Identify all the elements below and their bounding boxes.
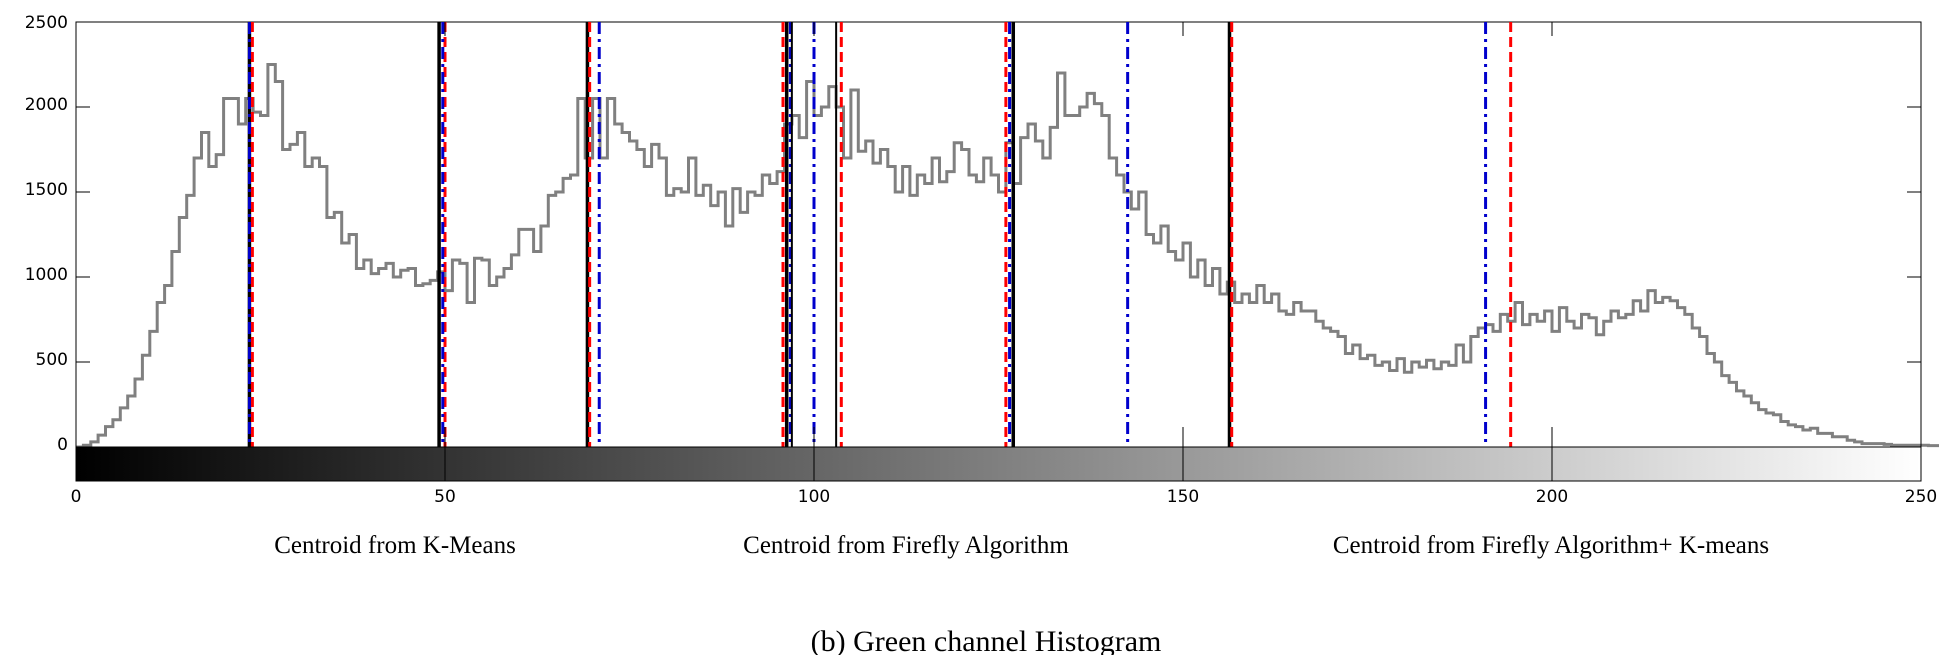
x-tick-label: 50: [434, 487, 456, 507]
legend-firefly-label: Centroid from Firefly Algorithm: [743, 532, 1069, 559]
y-tick-label: 2500: [25, 13, 68, 33]
y-tick-label: 2000: [25, 95, 68, 115]
y-tick-label: 0: [57, 435, 68, 455]
axis-ticks: [75, 21, 1922, 481]
x-tick-label: 200: [1536, 487, 1568, 507]
histogram-layer: [76, 63, 1939, 449]
grayscale-colorbar: [75, 446, 1922, 482]
y-tick-label: 500: [36, 350, 68, 370]
x-tick-label: 150: [1167, 487, 1199, 507]
y-tick-label: 1000: [25, 265, 68, 285]
figure-caption: (b) Green channel Histogram: [811, 625, 1162, 655]
plot-area: [75, 21, 1922, 448]
x-tick-label: 250: [1905, 487, 1937, 507]
x-tick-label: 0: [71, 487, 82, 507]
legend-kmeans-label: Centroid from K-Means: [274, 532, 516, 559]
histogram-outline: [76, 63, 1939, 449]
legend-firefly-kmeans-label: Centroid from Firefly Algorithm+ K-means: [1333, 532, 1769, 559]
centroid-lines-layer: [247, 22, 1513, 447]
y-tick-label: 1500: [25, 180, 68, 200]
x-tick-label: 100: [798, 487, 830, 507]
